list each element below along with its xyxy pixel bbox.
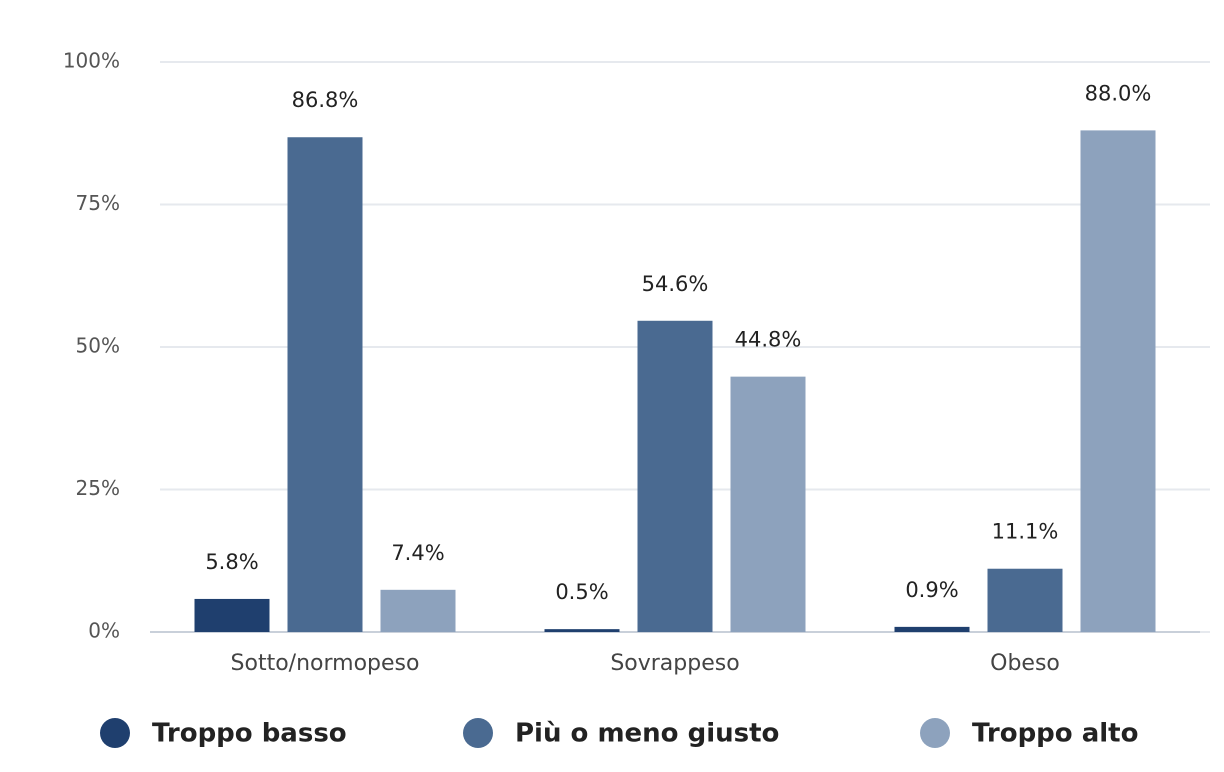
value-label: 0.5%: [555, 580, 608, 604]
legend-label: Più o meno giusto: [515, 719, 779, 749]
value-label: 7.4%: [391, 541, 444, 565]
value-label: 54.6%: [642, 272, 709, 296]
legend-label: Troppo alto: [972, 719, 1138, 749]
bar: [380, 589, 456, 632]
bar: [987, 568, 1063, 632]
x-tick-label: Sotto/normopeso: [231, 651, 420, 676]
bar: [287, 137, 363, 633]
legend-label: Troppo basso: [152, 719, 347, 749]
y-tick-label: 75%: [76, 191, 120, 215]
y-tick-label: 50%: [76, 334, 120, 358]
value-label: 5.8%: [205, 550, 258, 574]
bar: [730, 376, 806, 632]
y-tick-label: 100%: [63, 49, 120, 73]
value-label: 11.1%: [992, 520, 1059, 544]
legend-marker: [920, 718, 950, 748]
bar: [894, 626, 970, 632]
bar: [544, 629, 620, 632]
legend-marker: [463, 718, 493, 748]
x-tick-label: Obeso: [990, 651, 1060, 676]
value-label: 88.0%: [1085, 81, 1152, 105]
y-tick-label: 0%: [88, 619, 120, 643]
legend-marker: [100, 718, 130, 748]
bar: [1080, 130, 1156, 632]
value-label: 44.8%: [735, 328, 802, 352]
bar: [194, 598, 270, 632]
bar: [637, 320, 713, 632]
x-tick-label: Sovrappeso: [610, 651, 739, 676]
y-tick-label: 25%: [76, 476, 120, 500]
value-label: 0.9%: [905, 578, 958, 602]
value-label: 86.8%: [292, 88, 359, 112]
